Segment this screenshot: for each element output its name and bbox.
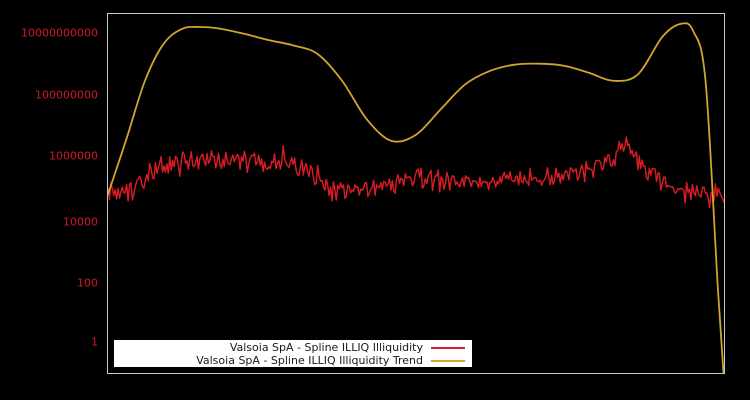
chart-canvas bbox=[108, 22, 724, 373]
legend-swatch-icon bbox=[431, 359, 465, 362]
y-tick-label: 100000000 bbox=[35, 88, 98, 102]
y-tick-label: 10000000000 bbox=[21, 26, 98, 40]
series-layer bbox=[108, 22, 724, 373]
y-tick-label: 1 bbox=[91, 335, 98, 349]
plot-area bbox=[107, 13, 725, 374]
y-tick-label: 1000000 bbox=[49, 149, 98, 163]
legend-entry-illiquidity[interactable]: Valsoia SpA - Spline ILLIQ Illiquidity bbox=[115, 341, 471, 354]
legend-entry-trend[interactable]: Valsoia SpA - Spline ILLIQ Illiquidity T… bbox=[115, 354, 471, 367]
series-line-illiquidity bbox=[108, 136, 724, 209]
y-tick-label: 10000 bbox=[63, 215, 98, 229]
chart-legend[interactable]: Valsoia SpA - Spline ILLIQ Illiquidity V… bbox=[114, 340, 472, 367]
y-tick-label: 100 bbox=[77, 276, 98, 290]
y-axis: 10000000000 100000000 1000000 10000 100 … bbox=[0, 0, 107, 400]
legend-swatch-icon bbox=[431, 346, 465, 349]
legend-label: Valsoia SpA - Spline ILLIQ Illiquidity T… bbox=[196, 354, 423, 367]
series-line-trend bbox=[108, 22, 724, 373]
legend-label: Valsoia SpA - Spline ILLIQ Illiquidity bbox=[229, 341, 423, 354]
